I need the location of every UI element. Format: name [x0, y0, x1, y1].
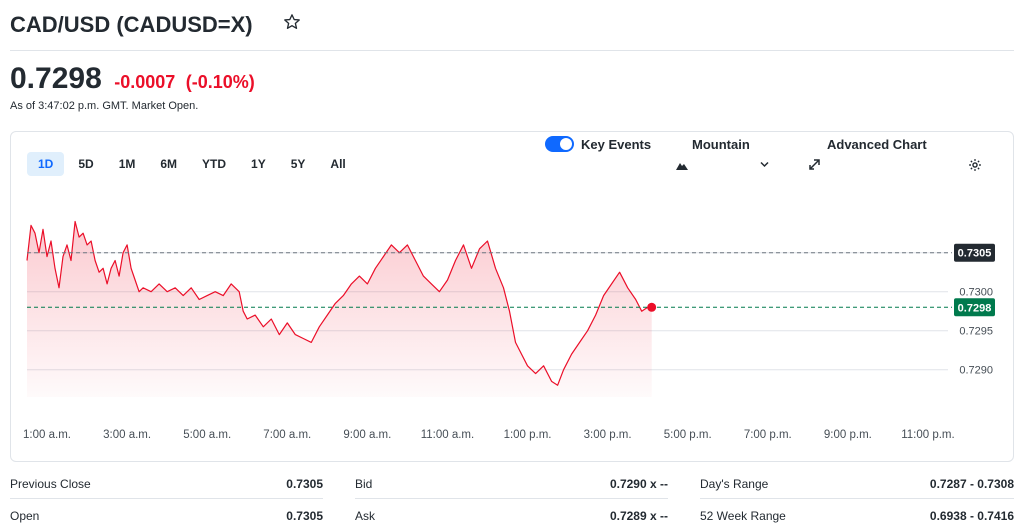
x-tick-label: 7:00 p.m.	[744, 429, 792, 441]
stat-previous-close: Previous Close 0.7305	[10, 468, 323, 499]
current-price-badge	[954, 298, 995, 317]
stat-52-week-range: 52 Week Range 0.6938 - 0.7416	[700, 500, 1014, 530]
range-button-1y[interactable]: 1Y	[251, 157, 266, 171]
current-price-label: 0.7298	[958, 302, 992, 314]
stat-value: 0.7305	[286, 477, 323, 491]
x-tick-label: 1:00 a.m.	[23, 429, 71, 441]
range-button-5d[interactable]: 5D	[78, 157, 94, 171]
stat-bid: Bid 0.7290 x --	[355, 468, 668, 499]
y-tick-label: 0.7290	[959, 365, 993, 377]
x-tick-label: 5:00 p.m.	[664, 429, 712, 441]
range-button-all[interactable]: All	[330, 157, 346, 171]
stat-value: 0.7305	[286, 509, 323, 523]
stat-label: Bid	[355, 477, 373, 491]
range-button-5y[interactable]: 5Y	[290, 157, 306, 171]
stat-days-range: Day's Range 0.7287 - 0.7308	[700, 468, 1014, 499]
stat-open: Open 0.7305	[10, 500, 323, 530]
stat-value: 0.7287 - 0.7308	[929, 477, 1014, 491]
stat-value: 0.6938 - 0.7416	[929, 509, 1014, 523]
key-events-label[interactable]: Key Events	[581, 137, 652, 152]
key-events-toggle[interactable]	[545, 136, 574, 152]
stat-ask: Ask 0.7289 x --	[355, 500, 668, 530]
stat-label: Previous Close	[10, 477, 91, 491]
range-button-1d[interactable]: 1D	[27, 152, 65, 176]
chevron-down-icon[interactable]	[760, 161, 769, 168]
previous-close-label: 0.7305	[958, 248, 992, 260]
range-button-ytd[interactable]: YTD	[202, 157, 227, 171]
expand-icon	[809, 159, 820, 170]
x-tick-label: 3:00 p.m.	[584, 429, 632, 441]
x-tick-label: 5:00 a.m.	[183, 429, 231, 441]
gear-icon[interactable]	[968, 158, 982, 172]
current-price-dot	[647, 302, 657, 312]
chart-card: 1D 5D 1M 6M YTD 1Y 5Y All Key Events Mountain A…	[10, 131, 1014, 462]
x-tick-label: 11:00 a.m.	[421, 429, 475, 441]
price-change: -0.0007	[114, 72, 176, 92]
stat-value: 0.7289 x --	[609, 509, 668, 523]
stat-label: Open	[10, 509, 40, 523]
stat-value: 0.7290 x --	[609, 477, 668, 491]
stat-label: Day's Range	[700, 477, 769, 491]
y-tick-label: 0.7295	[959, 326, 993, 338]
y-tick-label: 0.7300	[959, 287, 993, 299]
advanced-chart-button[interactable]: Advanced Chart	[827, 137, 927, 152]
mountain-icon	[676, 163, 688, 170]
x-tick-label: 9:00 a.m.	[343, 429, 391, 441]
price-row: 0.7298 -0.0007 (-0.10%)	[10, 62, 255, 98]
current-price: 0.7298	[10, 62, 102, 95]
chart-type-dropdown[interactable]: Mountain	[692, 137, 750, 152]
price-change-percent: (-0.10%)	[185, 72, 255, 92]
x-tick-label: 9:00 p.m.	[824, 429, 872, 441]
range-button-6m[interactable]: 6M	[160, 157, 178, 171]
star-icon[interactable]	[283, 13, 301, 31]
x-tick-label: 1:00 p.m.	[504, 429, 552, 441]
price-area	[27, 221, 652, 397]
price-line	[26, 220, 652, 386]
stat-label: 52 Week Range	[700, 509, 786, 523]
x-tick-label: 7:00 a.m.	[263, 429, 311, 441]
range-selector: 1D 5D 1M 6M YTD 1Y 5Y All	[27, 152, 360, 176]
x-tick-label: 3:00 a.m.	[103, 429, 151, 441]
previous-close-badge	[954, 243, 995, 262]
page-title: CAD/USD (CADUSD=X)	[10, 12, 253, 37]
stat-label: Ask	[355, 509, 376, 523]
range-button-1m[interactable]: 1M	[118, 157, 136, 171]
x-tick-label: 11:00 p.m.	[901, 429, 955, 441]
quote-header: CAD/USD (CADUSD=X)	[10, 8, 1014, 51]
market-status: As of 3:47:02 p.m. GMT. Market Open.	[10, 100, 199, 112]
